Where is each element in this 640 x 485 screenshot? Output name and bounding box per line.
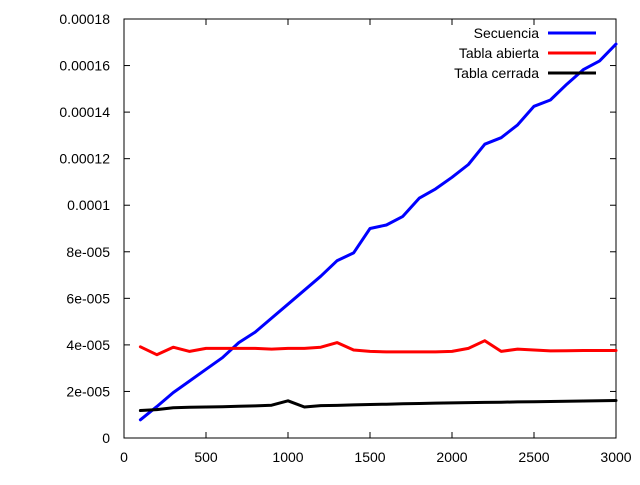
series-line-tabla-cerrada bbox=[138, 399, 618, 412]
y-tick-label: 0.00016 bbox=[59, 58, 110, 74]
legend-label: Tabla cerrada bbox=[454, 65, 539, 81]
x-tick-label: 2500 bbox=[518, 449, 549, 465]
y-tick-label: 0.00018 bbox=[59, 11, 110, 27]
x-tick-label: 500 bbox=[194, 449, 218, 465]
y-tick-label: 8e-005 bbox=[66, 244, 110, 260]
y-tick-label: 4e-005 bbox=[66, 337, 110, 353]
x-tick-label: 3000 bbox=[600, 449, 631, 465]
legend: Secuencia Tabla abierta Tabla cerrada bbox=[454, 25, 596, 81]
x-tick-label: 0 bbox=[120, 449, 128, 465]
legend-label: Secuencia bbox=[474, 25, 540, 41]
legend-label: Tabla abierta bbox=[459, 45, 539, 61]
y-tick-label: 0.00012 bbox=[59, 151, 110, 167]
y-tick-label: 0 bbox=[102, 430, 110, 446]
y-tick-label: 6e-005 bbox=[66, 290, 110, 306]
x-tick-label: 1000 bbox=[272, 449, 303, 465]
x-tick-label: 1500 bbox=[354, 449, 385, 465]
series-line-secuencia bbox=[138, 42, 618, 422]
axes: 0 500 1000 1500 2000 2500 3000 0 2e-005 4e-005 6e-… bbox=[59, 11, 631, 465]
series-line-tabla-abierta bbox=[138, 339, 618, 357]
y-tick-label: 2e-005 bbox=[66, 383, 110, 399]
series-lines bbox=[138, 42, 618, 422]
y-tick-label: 0.0001 bbox=[67, 197, 110, 213]
y-tick-label: 0.00014 bbox=[59, 104, 110, 120]
x-tick-label: 2000 bbox=[436, 449, 467, 465]
